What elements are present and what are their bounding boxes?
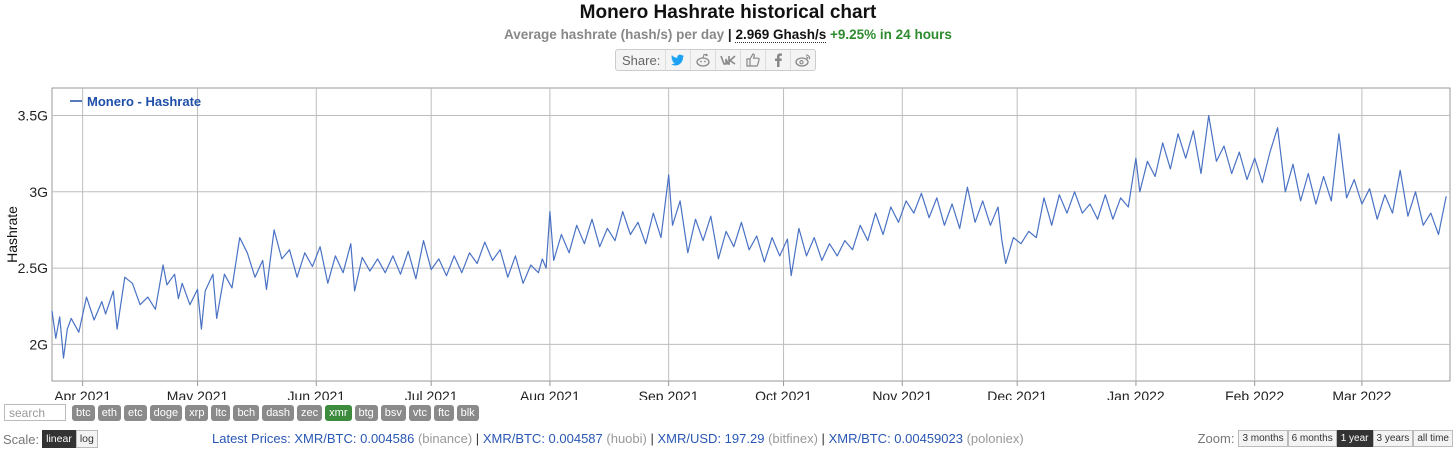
price-separator: | xyxy=(475,431,480,446)
y-tick-label: 3G xyxy=(29,184,48,200)
x-tick-label: Jul 2021 xyxy=(405,388,458,400)
subtitle-separator: | xyxy=(727,27,732,42)
subtitle-description: Average hashrate (hash/s) per day xyxy=(504,27,725,42)
x-tick-label: Apr 2021 xyxy=(54,388,111,400)
zoom-label: Zoom: xyxy=(1197,431,1235,446)
zoom-6-months-button[interactable]: 6 months xyxy=(1287,430,1337,447)
coin-tag-ltc[interactable]: ltc xyxy=(211,404,231,421)
zoom-3-months-button[interactable]: 3 months xyxy=(1238,430,1288,447)
current-hashrate: 2.969 Ghash/s xyxy=(735,27,827,43)
reddit-icon[interactable] xyxy=(690,50,715,70)
x-tick-label: Jun 2021 xyxy=(287,388,345,400)
coin-tag-vtc[interactable]: vtc xyxy=(408,404,431,421)
y-tick-label: 2G xyxy=(29,336,48,352)
latest-prices: Latest Prices: XMR/BTC: 0.004586 (binanc… xyxy=(212,431,1024,446)
coin-tag-dash[interactable]: dash xyxy=(262,404,295,421)
legend-label[interactable]: Monero - Hashrate xyxy=(87,94,201,109)
price-item[interactable]: XMR/BTC: 0.004586 xyxy=(294,431,415,446)
coin-tag-eth[interactable]: eth xyxy=(97,404,121,421)
coin-tag-ftc[interactable]: ftc xyxy=(433,404,454,421)
y-tick-label: 2.5G xyxy=(18,260,48,276)
x-tick-label: Dec 2021 xyxy=(987,388,1047,400)
x-tick-label: Aug 2021 xyxy=(520,388,580,400)
price-separator: | xyxy=(821,431,825,446)
share-bar: Share: xyxy=(615,49,817,71)
price-item[interactable]: XMR/USD: 197.29 xyxy=(657,431,765,446)
prices-label: Latest Prices: xyxy=(212,431,291,446)
zoom-3-years-button[interactable]: 3 years xyxy=(1372,430,1414,447)
price-item[interactable]: XMR/BTC: 0.004587 xyxy=(482,431,603,446)
coin-tag-bch[interactable]: bch xyxy=(233,404,260,421)
x-tick-label: Feb 2022 xyxy=(1225,388,1284,400)
facebook-icon[interactable] xyxy=(765,50,790,70)
chart-legend[interactable]: Monero - Hashrate xyxy=(70,94,201,109)
scale-log-button[interactable]: log xyxy=(75,430,98,448)
vk-icon[interactable] xyxy=(715,50,740,70)
hashrate-change: +9.25% in 24 hours xyxy=(830,27,952,42)
chart-axes: 2G 2.5G 3G 3.5G Apr 2021 May 2021 Jun 2021 Jul … xyxy=(4,107,1392,400)
y-axis-label: Hashrate xyxy=(4,206,20,263)
x-tick-label: May 2021 xyxy=(167,388,229,400)
scale-linear-button[interactable]: linear xyxy=(42,430,76,448)
page-title: Monero Hashrate historical chart xyxy=(579,2,877,23)
weibo-icon[interactable] xyxy=(790,50,815,70)
price-exchange: (bitfinex) xyxy=(768,431,818,446)
zoom-selector: Zoom: 3 months 6 months 1 year 3 years a… xyxy=(1198,430,1453,447)
share-label: Share: xyxy=(622,52,661,68)
coin-tag-bsv[interactable]: bsv xyxy=(380,404,406,421)
x-tick-label: Jan 2022 xyxy=(1107,388,1165,400)
coin-tag-xmr[interactable]: xmr xyxy=(325,404,352,421)
zoom-all-time-button[interactable]: all time xyxy=(1413,430,1453,447)
scale-label: Scale: xyxy=(3,431,40,447)
price-separator: | xyxy=(650,431,654,446)
chart-subtitle: Average hashrate (hash/s) per day | 2.96… xyxy=(0,27,1456,43)
price-exchange: (huobi) xyxy=(606,431,647,446)
coin-tag-blk[interactable]: blk xyxy=(456,404,479,421)
chart-series xyxy=(51,114,1447,359)
coin-selector: search btc eth etc doge xrp ltc bch dash zec xmr b… xyxy=(4,404,482,421)
series-line-monero-hashrate[interactable] xyxy=(51,114,1447,359)
coin-tag-list: btc eth etc doge xrp ltc bch dash zec xmr btg bsv vt… xyxy=(72,404,482,421)
x-tick-label: Oct 2021 xyxy=(755,388,812,400)
x-tick-label: Sep 2021 xyxy=(639,388,699,400)
price-item[interactable]: XMR/BTC: 0.00459023 xyxy=(828,431,963,446)
chart-grid xyxy=(51,87,1451,382)
scale-selector: Scale: linear log xyxy=(3,430,98,448)
like-icon[interactable] xyxy=(740,50,765,70)
coin-tag-btg[interactable]: btg xyxy=(354,404,378,421)
zoom-1-year-button[interactable]: 1 year xyxy=(1336,430,1373,447)
coin-tag-etc[interactable]: etc xyxy=(123,404,147,421)
x-tick-label: Nov 2021 xyxy=(872,388,932,400)
coin-tag-doge[interactable]: doge xyxy=(149,404,183,421)
search-input[interactable]: search xyxy=(4,404,66,421)
y-tick-label: 3.5G xyxy=(18,107,48,123)
price-exchange: (binance) xyxy=(417,431,473,446)
coin-tag-zec[interactable]: zec xyxy=(297,404,323,421)
price-exchange: (poloniex) xyxy=(966,431,1024,446)
plot-frame xyxy=(51,87,1451,382)
twitter-icon[interactable] xyxy=(665,50,690,70)
hashrate-chart: 2G 2.5G 3G 3.5G Apr 2021 May 2021 Jun 2021 Jul … xyxy=(4,87,1451,400)
coin-tag-xrp[interactable]: xrp xyxy=(185,404,209,421)
x-tick-label: Mar 2022 xyxy=(1332,388,1391,400)
coin-tag-btc[interactable]: btc xyxy=(72,404,95,421)
